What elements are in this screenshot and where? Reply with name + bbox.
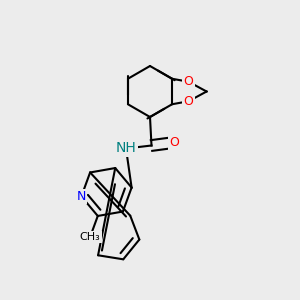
Text: N: N	[77, 190, 86, 203]
Text: O: O	[184, 75, 194, 88]
Text: NH: NH	[116, 142, 136, 155]
Text: O: O	[184, 95, 194, 108]
Text: O: O	[169, 136, 179, 149]
Text: CH₃: CH₃	[80, 232, 101, 242]
